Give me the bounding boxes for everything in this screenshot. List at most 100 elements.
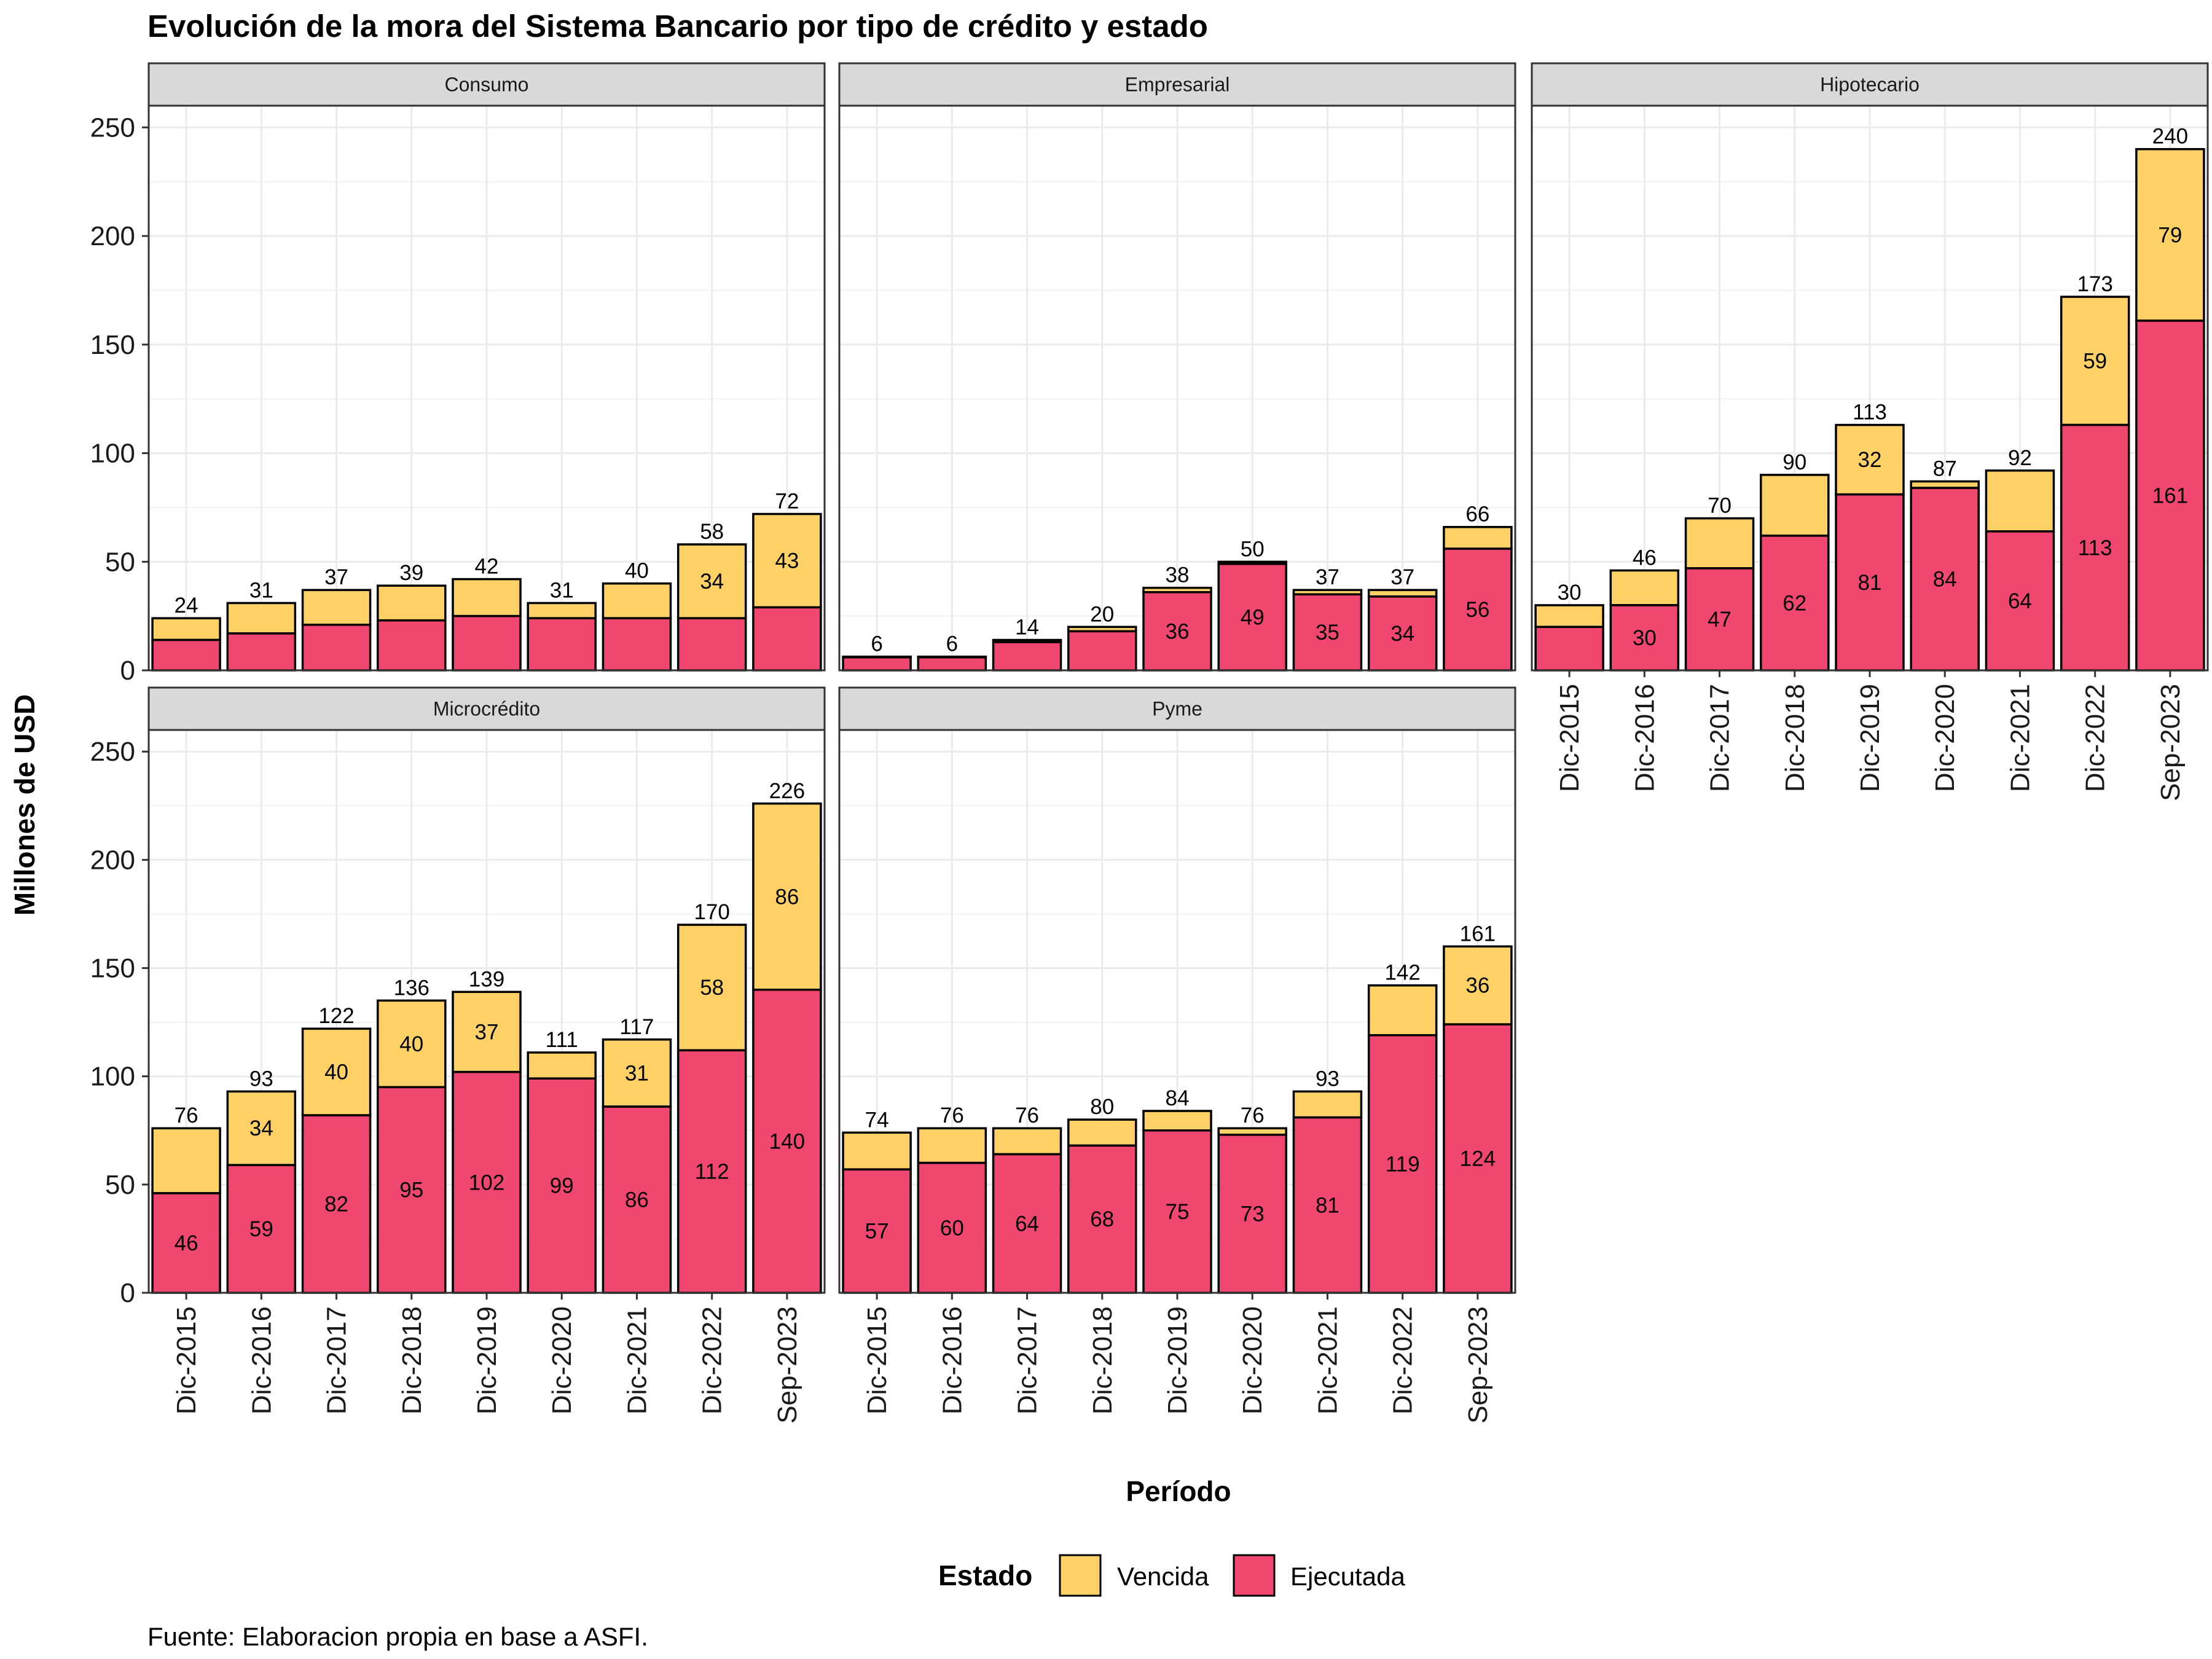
y-axis-title: Millones de USD xyxy=(9,694,41,916)
bar-ejecutada xyxy=(1067,1144,1137,1294)
y-axis-tick-label: 50 xyxy=(105,1170,135,1200)
bar-vencida xyxy=(1443,945,1513,1026)
x-axis-tick-label: Dic-2022 xyxy=(697,1306,728,1414)
data-label-total: 90 xyxy=(1783,450,1806,474)
bar-vencida xyxy=(1609,569,1680,606)
bar-ejecutada xyxy=(1142,591,1212,672)
data-label-total: 46 xyxy=(1633,546,1657,570)
data-label-total: 37 xyxy=(324,565,348,589)
bar-vencida xyxy=(1443,525,1513,550)
data-label-ejecutada: 161 xyxy=(2152,484,2188,508)
x-axis-tick-label: Dic-2016 xyxy=(1630,684,1660,792)
bar-ejecutada xyxy=(1067,630,1137,672)
data-label-ejecutada: 64 xyxy=(1015,1212,1039,1236)
x-axis-tick-label: Dic-2019 xyxy=(1163,1306,1193,1414)
bar-vencida xyxy=(602,582,672,619)
bar-ejecutada xyxy=(752,606,822,672)
bar-ejecutada xyxy=(917,656,987,672)
data-label-total: 87 xyxy=(1933,457,1957,480)
data-label-total: 20 xyxy=(1090,602,1114,626)
data-label-total: 31 xyxy=(249,578,273,602)
bar-ejecutada xyxy=(602,617,672,672)
x-axis-tick-label: Dic-2017 xyxy=(1705,684,1735,792)
data-label-total: 37 xyxy=(1316,565,1339,589)
facet-strip-label: Hipotecario xyxy=(1820,74,1920,96)
data-label-total: 72 xyxy=(775,490,799,514)
bar-vencida xyxy=(602,1038,672,1108)
facet-strip xyxy=(838,62,1516,107)
data-label-total: 6 xyxy=(871,632,882,656)
bar-vencida xyxy=(226,602,297,635)
bar-ejecutada xyxy=(1142,1129,1212,1294)
x-axis-tick-label: Dic-2015 xyxy=(171,1306,202,1414)
facet-strip xyxy=(147,686,826,731)
bar-vencida xyxy=(917,1127,987,1164)
data-label-total: 240 xyxy=(2152,125,2188,149)
data-label-total: 50 xyxy=(1241,537,1265,561)
legend-label-ejecutada: Ejecutada xyxy=(1290,1562,1405,1591)
panel-pyme: Pyme 57 74 60 76 64 76 68 80 75 84 73 76 81 93 119 142 12… xyxy=(838,686,1516,1424)
data-label-total: 39 xyxy=(399,561,423,585)
data-label-total: 113 xyxy=(1853,401,1887,425)
bar-ejecutada xyxy=(1443,1023,1513,1294)
bar-ejecutada xyxy=(2135,320,2205,672)
data-label-ejecutada: 60 xyxy=(940,1216,964,1240)
data-label-vencida: 79 xyxy=(2158,223,2182,247)
x-axis-tick-label: Dic-2017 xyxy=(1013,1306,1043,1414)
bar-ejecutada xyxy=(2060,423,2130,672)
chart-caption: Fuente: Elaboracion propia en base a ASF… xyxy=(147,1622,648,1651)
x-axis-tick-label: Sep-2023 xyxy=(2155,684,2186,801)
bar-ejecutada xyxy=(452,1070,522,1294)
data-label-total: 93 xyxy=(1316,1067,1339,1091)
y-axis-tick-label: 200 xyxy=(90,221,135,251)
data-label-ejecutada: 57 xyxy=(865,1220,889,1244)
data-label-ejecutada: 102 xyxy=(469,1171,504,1194)
data-label-total: 111 xyxy=(546,1028,578,1052)
data-label-ejecutada: 47 xyxy=(1708,608,1732,632)
bar-vencida xyxy=(992,1127,1062,1156)
bar-ejecutada xyxy=(1367,1034,1438,1294)
data-label-total: 6 xyxy=(946,632,958,656)
data-label-vencida: 31 xyxy=(625,1061,649,1085)
data-label-total: 117 xyxy=(620,1015,654,1039)
bar-vencida xyxy=(1367,984,1438,1037)
x-axis-tick-label: Dic-2015 xyxy=(862,1306,892,1414)
facet-strip-label: Empresarial xyxy=(1125,74,1230,96)
bar-ejecutada xyxy=(842,656,912,672)
y-axis-tick-label: 150 xyxy=(90,954,135,984)
bar-vencida xyxy=(151,1127,221,1194)
bar-vencida xyxy=(2135,147,2205,322)
x-axis-tick-label: Dic-2020 xyxy=(1930,684,1960,792)
x-axis-tick-label: Dic-2021 xyxy=(622,1306,652,1414)
data-label-ejecutada: 124 xyxy=(1460,1147,1496,1171)
bar-vencida xyxy=(677,924,747,1052)
x-axis-tick-label: Dic-2018 xyxy=(1780,684,1810,792)
data-label-total: 70 xyxy=(1708,494,1732,518)
data-label-vencida: 86 xyxy=(775,885,799,909)
data-label-total: 226 xyxy=(769,779,805,803)
y-axis-tick-label: 250 xyxy=(90,112,135,143)
chart-title: Evolución de la mora del Sistema Bancari… xyxy=(147,9,1208,44)
bar-ejecutada xyxy=(1443,547,1513,672)
bar-ejecutada xyxy=(842,1168,912,1294)
data-label-total: 37 xyxy=(1390,565,1414,589)
data-label-vencida: 34 xyxy=(700,570,724,594)
data-label-ejecutada: 49 xyxy=(1241,605,1265,629)
facet-strip-label: Pyme xyxy=(1152,698,1202,720)
facet-panels: Consumo 24 31 37 39 42 31 40 34 58 43 72 0 50 100 150 20… xyxy=(90,62,2209,1424)
data-label-total: 58 xyxy=(700,520,724,544)
data-label-ejecutada: 46 xyxy=(175,1231,198,1255)
y-axis-tick-label: 250 xyxy=(90,737,135,767)
facet-strip-label: Microcrédito xyxy=(433,698,540,720)
data-label-total: 92 xyxy=(2008,446,2032,470)
bar-ejecutada xyxy=(602,1105,672,1294)
data-label-total: 38 xyxy=(1166,563,1190,587)
bar-vencida xyxy=(1835,423,1905,496)
data-label-ejecutada: 84 xyxy=(1933,568,1957,592)
y-axis-tick-label: 100 xyxy=(90,1062,135,1092)
bar-vencida xyxy=(842,1131,912,1171)
panel-microcredito: Microcrédito 46 76 59 34 93 82 40 122 95 40 136 102 3… xyxy=(90,686,826,1424)
y-axis-tick-label: 150 xyxy=(90,330,135,360)
